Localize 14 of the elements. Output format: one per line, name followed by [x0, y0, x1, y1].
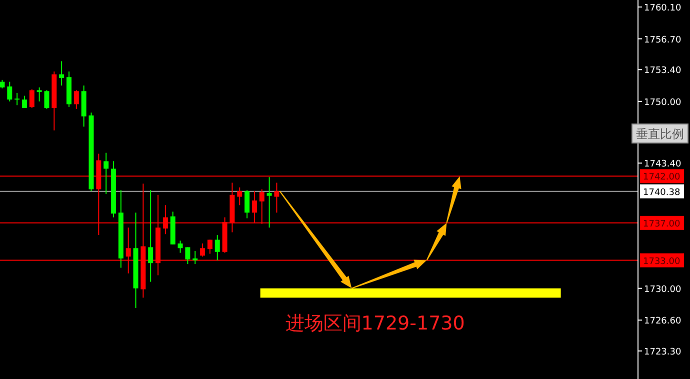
annotation: 垂直比例	[636, 127, 684, 141]
y-tick-label: 1743.40	[644, 160, 682, 170]
y-tick-label: 1760.10	[644, 4, 682, 14]
ref-line-label: 1742.00	[643, 172, 680, 183]
y-tick-label: 1756.70	[644, 35, 682, 46]
ref-line-label: 1740.38	[643, 188, 680, 198]
y-tick-label: 1753.40	[644, 66, 682, 76]
y-tick-label: 1730.00	[644, 284, 682, 295]
y-tick-label: 1723.30	[644, 347, 682, 358]
y-tick-label: 1750.00	[644, 98, 682, 108]
band-label: 进场区间1729-1730	[285, 312, 465, 335]
ref-line-label: 1733.00	[643, 256, 680, 267]
ref-line-label: 1737.00	[643, 219, 680, 230]
y-tick-label: 1726.60	[644, 316, 682, 327]
